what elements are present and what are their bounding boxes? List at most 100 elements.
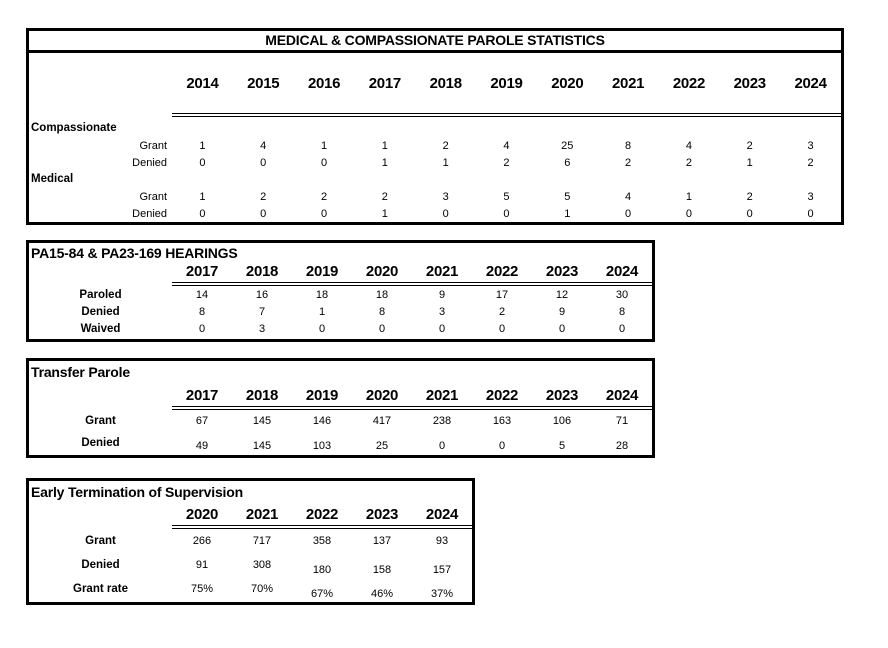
value-cell: 1 (381, 156, 388, 169)
value-cell: 1 (442, 156, 449, 169)
value-cell: 3 (807, 190, 814, 203)
transfer-parole-table: Transfer Parole 2017 2018 2019 2020 2021… (26, 358, 655, 458)
value-cell: 16 (255, 288, 269, 301)
value-cell: 3 (807, 139, 814, 152)
year-header: 2024 (425, 506, 459, 523)
year-header: 2022 (672, 75, 705, 92)
value-cell: 8 (378, 305, 386, 318)
value-cell: 0 (442, 207, 449, 220)
value-cell: 2 (320, 190, 328, 203)
value-cell: 37% (430, 588, 454, 600)
data-row: Grant 1 2 2 2 3 5 (29, 188, 841, 205)
year-header-row: 2020 2021 2022 2023 2024 (29, 504, 472, 525)
category-row: Medical (29, 171, 841, 188)
value-cell: 0 (438, 440, 446, 452)
year-header: 2021 (245, 506, 279, 523)
value-cell: 0 (503, 207, 510, 220)
value-cell: 49 (195, 440, 209, 452)
data-row: Denied 0 0 0 1 0 0 (29, 205, 841, 222)
row-label: Denied (81, 437, 120, 449)
value-cell: 46% (370, 588, 394, 600)
value-cell: 0 (618, 322, 626, 335)
value-cell: 0 (746, 207, 753, 220)
year-header: 2021 (425, 387, 459, 404)
value-cell: 67% (310, 588, 334, 600)
year-header: 2020 (551, 75, 584, 92)
value-cell: 8 (198, 305, 206, 318)
value-cell: 4 (503, 139, 510, 152)
value-cell: 18 (315, 288, 329, 301)
year-header: 2020 (185, 506, 219, 523)
value-cell: 75% (190, 583, 214, 595)
value-cell: 0 (498, 322, 506, 335)
value-cell: 4 (685, 139, 692, 152)
value-cell: 238 (432, 415, 452, 427)
value-cell: 0 (558, 322, 566, 335)
row-label: Waived (80, 322, 121, 335)
value-cell: 0 (685, 207, 692, 220)
table-title: Transfer Parole (31, 364, 130, 380)
value-cell: 28 (615, 440, 629, 452)
value-cell: 91 (195, 559, 209, 571)
year-header: 2023 (365, 506, 399, 523)
value-cell: 158 (372, 564, 392, 576)
year-header: 2017 (185, 263, 219, 280)
row-label: Denied (81, 559, 120, 571)
year-header: 2023 (733, 75, 766, 92)
double-rule (172, 113, 841, 117)
data-row: Denied 0 0 0 1 1 2 (29, 154, 841, 171)
value-cell: 1 (199, 139, 206, 152)
value-cell: 6 (564, 156, 571, 169)
hearings-table: PA15-84 & PA23-169 HEARINGS 2017 2018 20… (26, 240, 655, 342)
row-label: Denied (132, 156, 167, 169)
double-rule (172, 282, 652, 286)
value-cell: 4 (260, 139, 267, 152)
value-cell: 71 (615, 415, 629, 427)
year-header: 2017 (368, 75, 401, 92)
value-cell: 14 (195, 288, 209, 301)
year-header: 2022 (305, 506, 339, 523)
data-row: Denied 91 308 180 158 157 (29, 553, 472, 577)
value-cell: 417 (372, 415, 392, 427)
year-header: 2014 (186, 75, 219, 92)
double-rule (172, 525, 472, 529)
row-label: Grant rate (73, 583, 128, 595)
medical-compassionate-parole-table: MEDICAL & COMPASSIONATE PAROLE STATISTIC… (26, 28, 844, 225)
year-header: 2020 (365, 263, 399, 280)
value-cell: 308 (252, 559, 272, 571)
value-cell: 0 (378, 322, 386, 335)
value-cell: 70% (250, 583, 274, 595)
category-label: Compassionate (31, 122, 117, 134)
value-cell: 25 (561, 139, 574, 152)
value-cell: 0 (198, 322, 206, 335)
value-cell: 2 (807, 156, 814, 169)
year-header: 2022 (485, 387, 519, 404)
value-cell: 93 (435, 535, 449, 547)
category-label: Medical (31, 173, 74, 185)
value-cell: 1 (381, 139, 388, 152)
value-cell: 2 (746, 139, 753, 152)
value-cell: 103 (312, 440, 332, 452)
value-cell: 0 (625, 207, 632, 220)
row-label: Grant (85, 415, 116, 427)
value-cell: 106 (552, 415, 572, 427)
year-header: 2024 (794, 75, 827, 92)
data-row: Denied 8 7 1 8 3 2 9 (29, 303, 652, 320)
table-body: Grant 67 145 146 417 238 163 106 (29, 410, 652, 454)
row-label: Denied (132, 207, 167, 220)
value-cell: 0 (320, 156, 328, 169)
value-cell: 1 (381, 207, 388, 220)
row-label: Denied (81, 305, 120, 318)
category-row: Compassionate (29, 120, 841, 137)
value-cell: 137 (372, 535, 392, 547)
year-header: 2018 (429, 75, 462, 92)
year-header: 2015 (247, 75, 280, 92)
data-row: Grant 67 145 146 417 238 163 106 (29, 410, 652, 432)
value-cell: 1 (318, 305, 326, 318)
data-row: Denied 49 145 103 25 0 0 5 (29, 432, 652, 454)
value-cell: 0 (199, 156, 206, 169)
value-cell: 145 (252, 440, 272, 452)
value-cell: 4 (625, 190, 632, 203)
row-label: Grant (85, 535, 116, 547)
year-header: 2020 (365, 387, 399, 404)
